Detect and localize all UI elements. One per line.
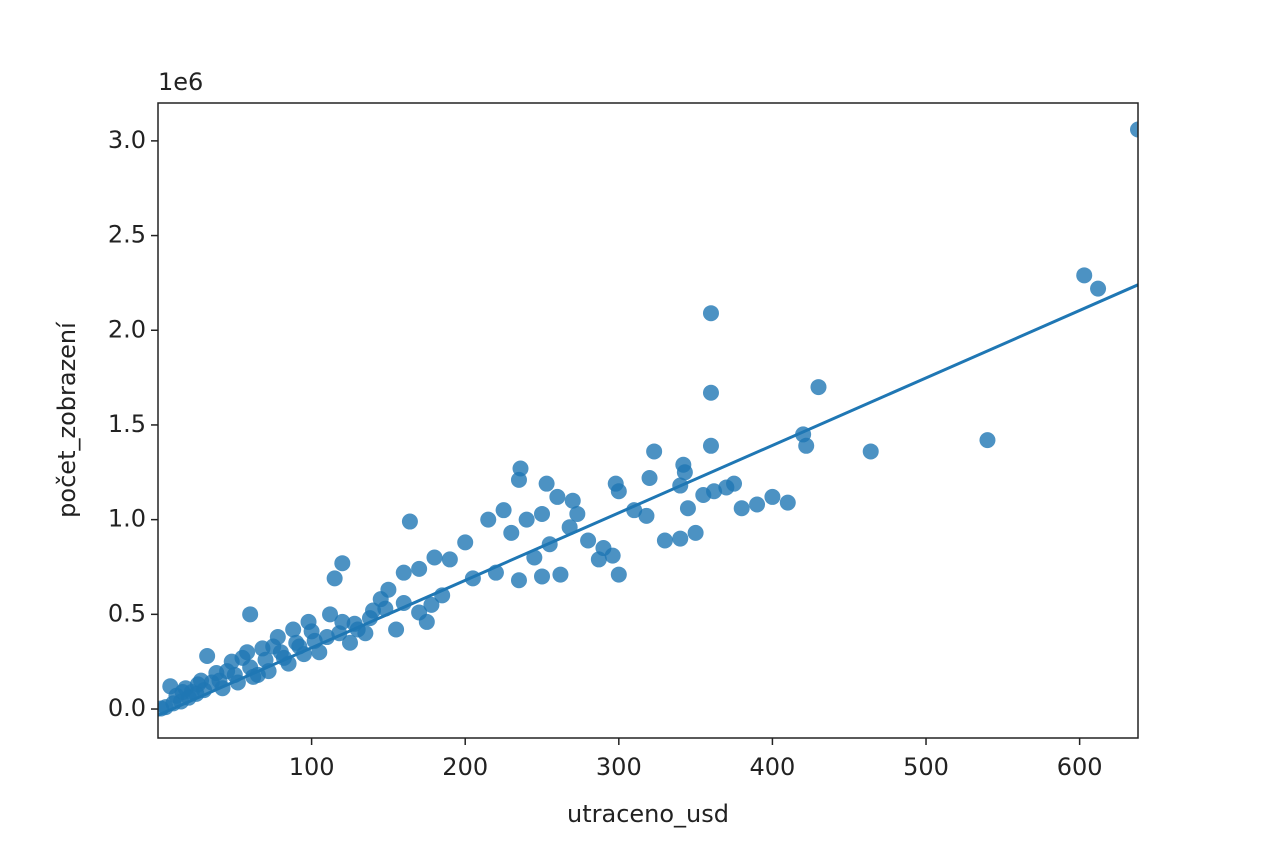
point xyxy=(361,610,378,627)
point xyxy=(395,564,412,581)
point xyxy=(656,532,673,549)
x-tick-label: 200 xyxy=(442,753,488,781)
point xyxy=(672,530,689,547)
point xyxy=(733,500,750,517)
point xyxy=(764,488,781,505)
point xyxy=(538,475,555,492)
point xyxy=(687,524,704,541)
point xyxy=(510,471,527,488)
point xyxy=(638,507,655,524)
y-tick-label: 1.5 xyxy=(108,410,146,438)
point xyxy=(254,640,271,657)
point xyxy=(174,683,191,700)
point xyxy=(318,629,335,646)
plot-frame xyxy=(157,102,1139,739)
point xyxy=(269,629,286,646)
y-tick-label: 3.0 xyxy=(108,126,146,154)
point xyxy=(610,483,627,500)
point xyxy=(510,572,527,589)
point xyxy=(457,534,474,551)
point xyxy=(798,437,815,454)
point xyxy=(285,621,302,638)
y-offset-label: 1e6 xyxy=(158,68,203,96)
point xyxy=(676,464,693,481)
point xyxy=(810,379,827,396)
point xyxy=(401,513,418,530)
point xyxy=(189,676,206,693)
point xyxy=(526,549,543,566)
point xyxy=(862,443,879,460)
point xyxy=(646,443,663,460)
point xyxy=(590,551,607,568)
point xyxy=(199,647,216,664)
x-tick-label: 600 xyxy=(1057,753,1103,781)
point xyxy=(300,613,317,630)
point xyxy=(702,305,719,322)
point xyxy=(679,500,696,517)
point xyxy=(480,511,497,528)
point xyxy=(1090,280,1107,297)
point xyxy=(326,570,343,587)
point xyxy=(518,511,535,528)
point xyxy=(242,606,259,623)
point xyxy=(979,432,996,449)
point xyxy=(426,549,443,566)
point xyxy=(580,532,597,549)
point xyxy=(718,479,735,496)
y-tick-label: 0.0 xyxy=(108,694,146,722)
point xyxy=(423,596,440,613)
regression-line xyxy=(158,283,1138,717)
y-tick-label: 2.5 xyxy=(108,221,146,249)
point xyxy=(569,505,586,522)
y-tick-label: 0.5 xyxy=(108,599,146,627)
point xyxy=(411,560,428,577)
point xyxy=(411,604,428,621)
point xyxy=(495,502,512,519)
point xyxy=(552,566,569,583)
x-tick-label: 400 xyxy=(750,753,796,781)
x-tick-label: 300 xyxy=(596,753,642,781)
point xyxy=(549,488,566,505)
point xyxy=(1130,121,1138,138)
plot-area xyxy=(158,121,1138,717)
point xyxy=(604,547,621,564)
point xyxy=(1076,267,1093,284)
point xyxy=(610,566,627,583)
y-tick-label: 2.0 xyxy=(108,315,146,343)
point xyxy=(749,496,766,513)
point xyxy=(534,568,551,585)
point xyxy=(564,492,581,509)
point xyxy=(239,644,256,661)
x-axis-label: utraceno_usd xyxy=(567,800,729,828)
point xyxy=(342,634,359,651)
point xyxy=(322,606,339,623)
point xyxy=(779,494,796,511)
point xyxy=(626,502,643,519)
point xyxy=(388,621,405,638)
point xyxy=(334,555,351,572)
point xyxy=(503,524,520,541)
point xyxy=(357,625,374,642)
point xyxy=(223,653,240,670)
point xyxy=(208,665,225,682)
point xyxy=(702,437,719,454)
point xyxy=(534,505,551,522)
point xyxy=(162,678,179,695)
point xyxy=(695,487,712,504)
point xyxy=(441,551,458,568)
x-tick-label: 500 xyxy=(903,753,949,781)
y-tick-label: 1.0 xyxy=(108,505,146,533)
point xyxy=(641,469,658,486)
y-axis-label: počet_zobrazení xyxy=(53,321,81,518)
x-tick-label: 100 xyxy=(289,753,335,781)
point xyxy=(702,384,719,401)
